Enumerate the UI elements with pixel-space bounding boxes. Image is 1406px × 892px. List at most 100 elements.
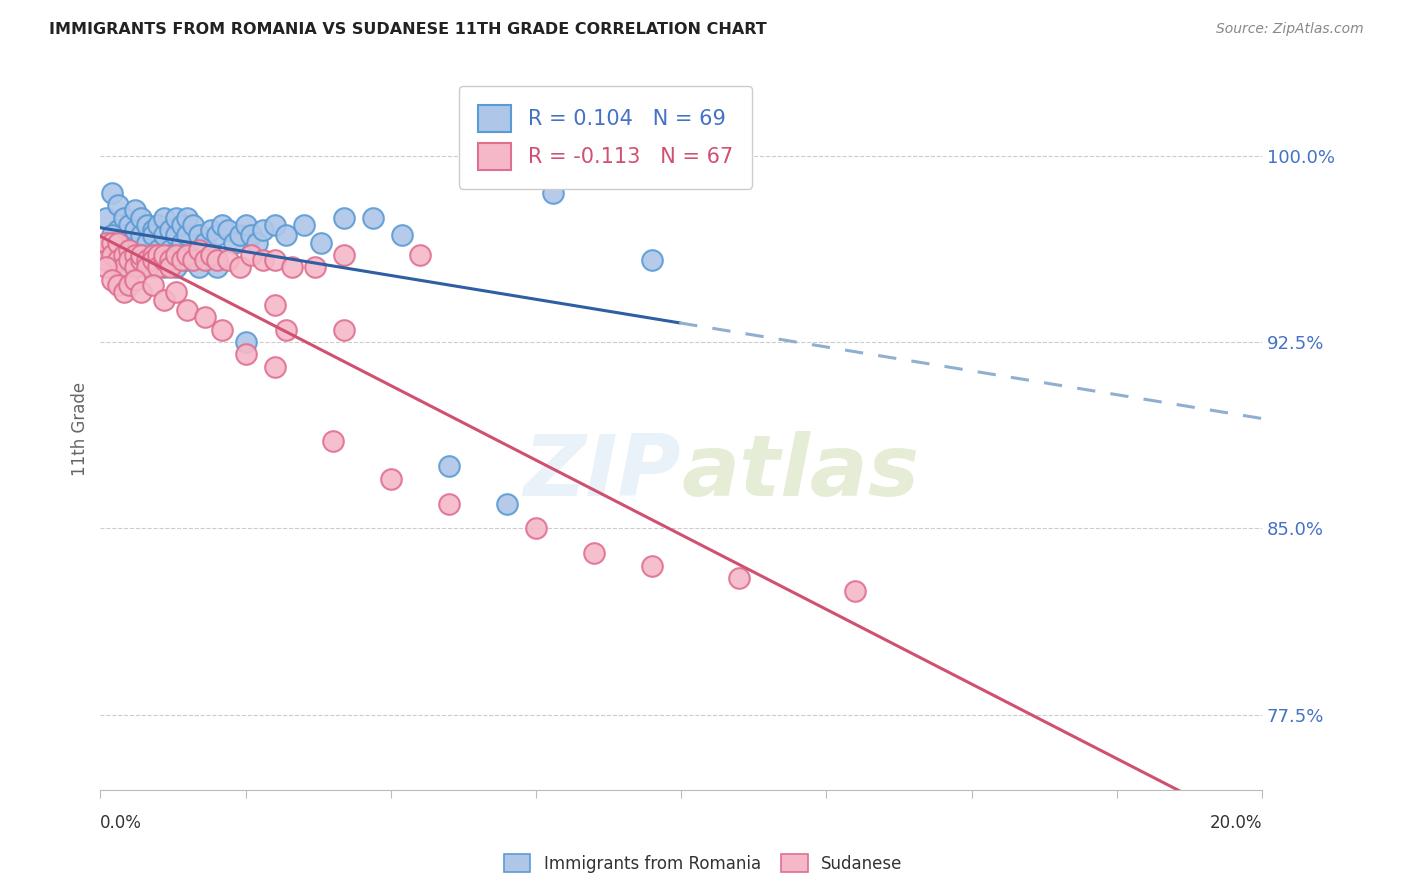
Point [176, 211, 198, 225]
Point [181, 252, 204, 267]
Point [176, 248, 198, 262]
Point [159, 248, 181, 262]
Point [107, 260, 129, 275]
Point [165, 260, 187, 275]
Point [322, 434, 344, 449]
Point [118, 235, 141, 250]
Point [263, 252, 285, 267]
Point [148, 248, 170, 262]
Point [148, 248, 170, 262]
Point [194, 235, 217, 250]
Point [96, 260, 118, 275]
Point [112, 243, 135, 257]
Point [142, 260, 165, 275]
Point [142, 228, 165, 243]
Point [153, 293, 176, 307]
Point [118, 277, 141, 292]
Point [142, 223, 165, 237]
Point [176, 228, 198, 243]
Point [124, 260, 146, 275]
Point [211, 322, 233, 336]
Point [363, 211, 385, 225]
Point [124, 203, 146, 218]
Point [124, 248, 146, 262]
Point [118, 243, 141, 257]
Point [135, 252, 157, 267]
Point [142, 252, 165, 267]
Point [276, 322, 298, 336]
Point [112, 228, 135, 243]
Point [200, 248, 222, 262]
Point [148, 260, 170, 275]
Point [170, 252, 193, 267]
Point [129, 252, 152, 267]
Point [112, 285, 135, 300]
Point [333, 248, 356, 262]
Point [118, 252, 141, 267]
Point [181, 218, 204, 232]
Point [188, 260, 211, 275]
Point [165, 211, 187, 225]
Point [142, 248, 165, 262]
Point [217, 223, 239, 237]
Point [135, 235, 157, 250]
Point [205, 228, 228, 243]
Legend: Immigrants from Romania, Sudanese: Immigrants from Romania, Sudanese [498, 847, 908, 880]
Point [124, 223, 146, 237]
Point [235, 218, 257, 232]
Text: 20.0%: 20.0% [1209, 814, 1263, 832]
Point [437, 459, 460, 474]
Point [304, 260, 326, 275]
Point [153, 211, 176, 225]
Point [582, 546, 605, 560]
Point [112, 211, 135, 225]
Point [229, 228, 252, 243]
Point [165, 228, 187, 243]
Point [292, 218, 315, 232]
Point [96, 211, 118, 225]
Text: ZIP: ZIP [523, 431, 681, 514]
Point [263, 298, 285, 312]
Point [281, 260, 304, 275]
Point [333, 211, 356, 225]
Point [235, 347, 257, 361]
Point [101, 273, 124, 287]
Point [170, 235, 193, 250]
Point [188, 243, 211, 257]
Point [153, 252, 176, 267]
Point [101, 228, 124, 243]
Point [252, 252, 274, 267]
Point [96, 235, 118, 250]
Point [159, 252, 181, 267]
Point [205, 252, 228, 267]
Point [107, 198, 129, 212]
Point [409, 248, 432, 262]
Point [107, 235, 129, 250]
Point [112, 260, 135, 275]
Point [222, 235, 245, 250]
Point [135, 218, 157, 232]
Point [276, 228, 298, 243]
Point [309, 235, 332, 250]
Text: Source: ZipAtlas.com: Source: ZipAtlas.com [1216, 22, 1364, 37]
Point [159, 223, 181, 237]
Point [129, 228, 152, 243]
Point [211, 218, 233, 232]
Point [205, 260, 228, 275]
Point [176, 252, 198, 267]
Point [148, 218, 170, 232]
Point [101, 235, 124, 250]
Point [728, 571, 751, 585]
Legend: R = 0.104   N = 69, R = -0.113   N = 67: R = 0.104 N = 69, R = -0.113 N = 67 [460, 87, 752, 188]
Point [641, 558, 664, 573]
Point [118, 252, 141, 267]
Point [524, 521, 547, 535]
Point [96, 248, 118, 262]
Point [142, 277, 165, 292]
Point [194, 310, 217, 325]
Point [96, 252, 118, 267]
Point [176, 302, 198, 317]
Y-axis label: 11th Grade: 11th Grade [72, 382, 89, 476]
Point [229, 260, 252, 275]
Point [165, 285, 187, 300]
